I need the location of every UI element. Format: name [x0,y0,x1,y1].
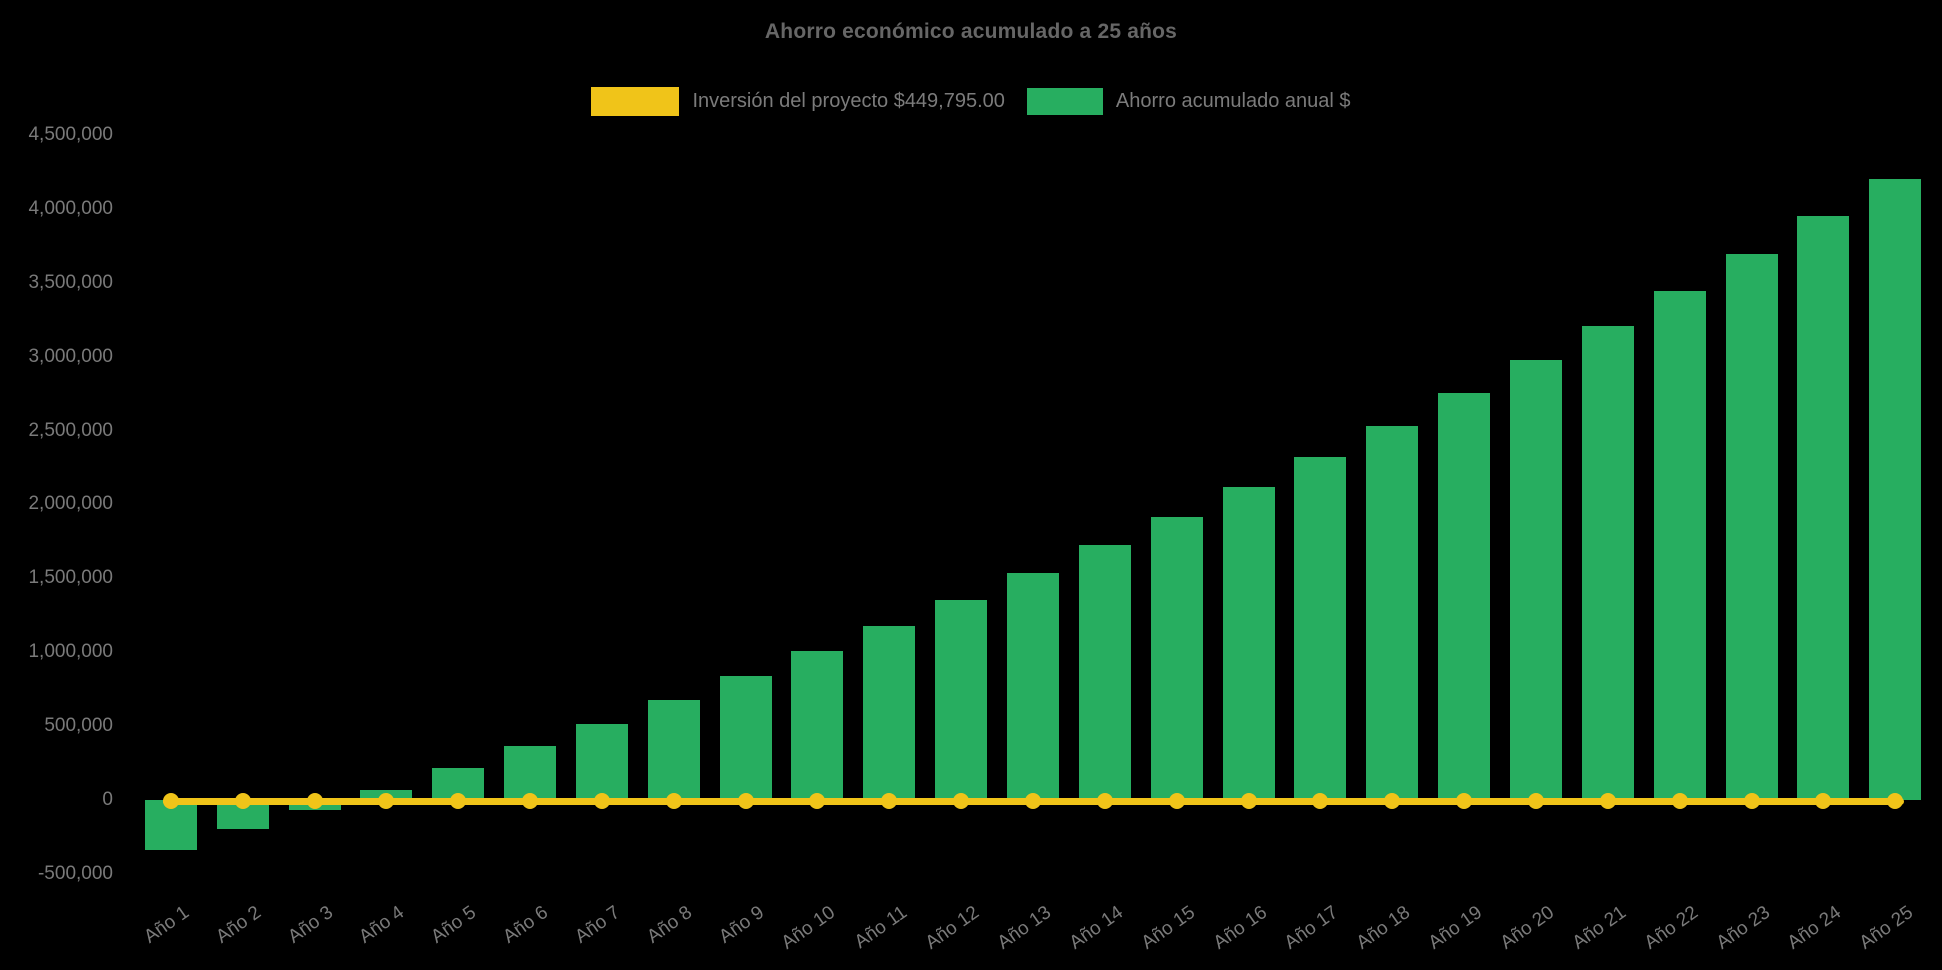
investment-line-marker-year-25[interactable] [1887,793,1904,809]
investment-line-marker-year-10[interactable] [809,793,826,809]
chart-title: Ahorro económico acumulado a 25 años [764,20,1178,43]
investment-series-swatch [591,86,680,116]
bar-year-8[interactable] [647,699,700,800]
investment-line-marker-year-9[interactable] [737,793,754,809]
legend: Inversión del proyecto $449,795.00 Ahorr… [0,84,1942,118]
y-axis-tick-label: 2,000,000 [28,493,113,515]
investment-line-marker-year-4[interactable] [378,793,395,809]
investment-line-marker-year-18[interactable] [1384,793,1401,809]
bar-year-11[interactable] [863,625,916,800]
bar-year-25[interactable] [1869,178,1922,800]
legend-item-savings[interactable]: Ahorro acumulado anual $ [1026,87,1351,115]
investment-line-marker-year-11[interactable] [881,793,898,809]
y-axis-tick-label: 4,500,000 [28,123,113,145]
investment-line-marker-year-12[interactable] [953,793,970,809]
investment-line-marker-year-20[interactable] [1527,793,1544,809]
bar-year-16[interactable] [1222,487,1275,800]
y-axis-tick-label: -500,000 [37,862,113,884]
investment-line-marker-year-14[interactable] [1096,793,1113,809]
investment-line-marker-year-1[interactable] [162,793,179,809]
bar-year-22[interactable] [1653,290,1706,800]
bar-year-19[interactable] [1438,393,1491,800]
bar-year-23[interactable] [1725,253,1778,800]
bar-year-15[interactable] [1150,516,1203,800]
y-axis-tick-label: 4,000,000 [28,197,113,219]
investment-line-marker-year-19[interactable] [1456,793,1473,809]
investment-line-marker-year-2[interactable] [234,793,251,809]
bar-year-20[interactable] [1509,359,1562,800]
investment-line-marker-year-8[interactable] [665,793,682,809]
bar-year-6[interactable] [504,745,557,800]
y-axis-tick-label: 1,500,000 [28,567,113,589]
y-axis-tick-label: 3,500,000 [28,271,113,293]
investment-line-marker-year-22[interactable] [1671,793,1688,809]
bar-year-12[interactable] [935,600,988,800]
bar-year-9[interactable] [719,676,772,800]
savings-series-label: Ahorro acumulado anual $ [1115,89,1351,112]
bar-year-24[interactable] [1797,216,1850,800]
investment-line-marker-year-3[interactable] [306,793,323,809]
bar-year-10[interactable] [791,651,844,800]
y-axis-tick-label: 1,000,000 [28,641,113,663]
savings-series-swatch [1026,87,1103,115]
y-axis-tick-label: 500,000 [44,715,113,737]
investment-line-marker-year-16[interactable] [1240,793,1257,809]
investment-line-marker-year-15[interactable] [1168,793,1185,809]
bar-year-17[interactable] [1294,457,1347,800]
investment-line-marker-year-6[interactable] [522,793,539,809]
investment-line-marker-year-17[interactable] [1312,793,1329,809]
y-axis-tick-label: 2,500,000 [28,419,113,441]
legend-item-investment[interactable]: Inversión del proyecto $449,795.00 [591,86,1005,116]
y-axis-tick-label: 0 [102,789,113,810]
bar-year-18[interactable] [1366,425,1419,800]
investment-line-marker-year-5[interactable] [450,793,467,809]
bar-year-14[interactable] [1078,545,1131,800]
bar-year-21[interactable] [1581,325,1634,800]
bar-year-7[interactable] [575,723,628,800]
bar-year-13[interactable] [1007,573,1059,800]
investment-line-marker-year-13[interactable] [1025,793,1041,809]
investment-series-label: Inversión del proyecto $449,795.00 [692,89,1005,112]
investment-line-marker-year-7[interactable] [593,793,610,809]
investment-line-marker-year-24[interactable] [1815,793,1832,809]
investment-line-marker-year-23[interactable] [1743,793,1760,809]
y-axis-tick-label: 3,000,000 [28,345,113,367]
investment-line-marker-year-21[interactable] [1599,793,1616,809]
